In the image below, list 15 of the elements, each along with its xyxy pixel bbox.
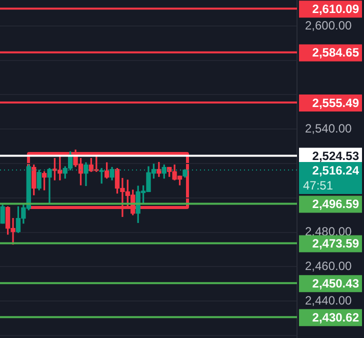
y-tick-label: 2,440.00 xyxy=(305,293,352,308)
y-tick-label: 2,600.00 xyxy=(305,18,352,32)
ref-line-label: 2,555.49 xyxy=(312,96,360,110)
y-tick-label: 2,480.00 xyxy=(305,224,352,239)
ref-line-label: 2,584.65 xyxy=(312,46,360,60)
ref-line-label: 2,496.59 xyxy=(312,197,360,212)
ref-line-label: 2,473.59 xyxy=(312,236,360,251)
ref-line-label: 2,450.43 xyxy=(312,276,360,290)
y-tick-label: 2,460.00 xyxy=(305,258,352,273)
ref-line-label: 2,524.53 xyxy=(312,149,360,164)
y-tick-label: 2,540.00 xyxy=(305,121,352,136)
ref-line-label: 2,430.62 xyxy=(312,310,360,324)
text: 47:51 xyxy=(303,178,334,192)
ref-line-label: 2,516.24 xyxy=(312,163,360,178)
ref-line-label: 2,610.09 xyxy=(312,2,360,16)
